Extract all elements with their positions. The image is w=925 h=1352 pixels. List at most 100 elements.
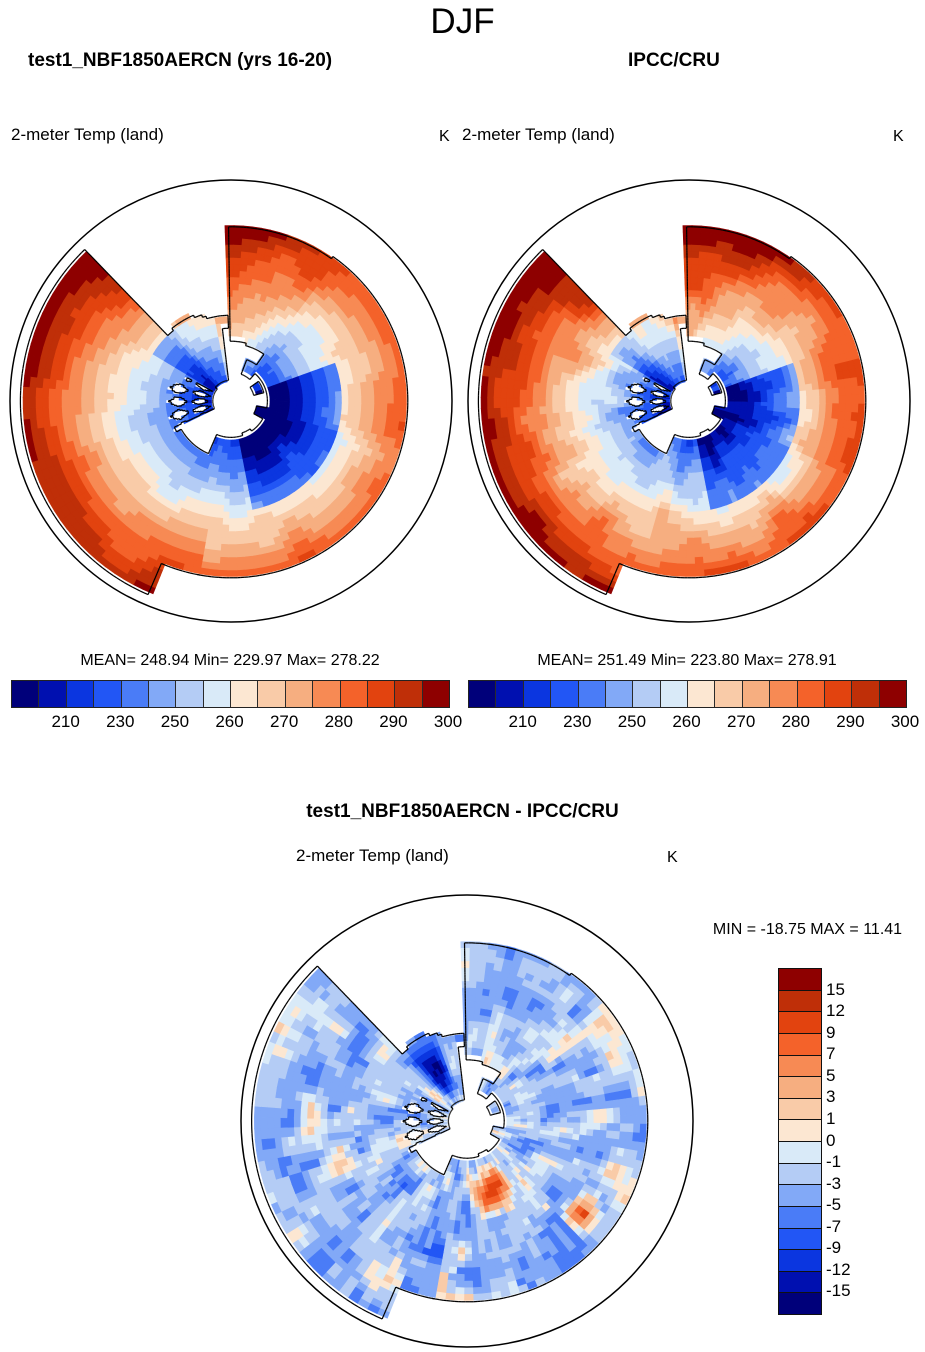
map-grid-cell <box>87 390 96 399</box>
map-grid-cell <box>678 536 687 545</box>
map-grid-cell <box>327 402 336 409</box>
map-grid-cell <box>241 245 251 253</box>
map-grid-cell <box>571 398 579 406</box>
map-grid-cell <box>692 510 700 519</box>
map-grid-cell <box>213 436 219 445</box>
map-grid-cell <box>487 386 495 398</box>
map-grid-cell <box>683 264 692 272</box>
map-grid-cell <box>234 504 241 512</box>
map-grid-cell <box>584 393 593 400</box>
map-grid-cell <box>686 517 694 525</box>
map-grid-cell <box>681 491 688 499</box>
map-grid-cell <box>42 397 50 408</box>
map-grid-cell <box>88 412 97 422</box>
map-grid-cell <box>500 387 508 399</box>
map-grid-cell <box>685 556 695 564</box>
map-grid-cell <box>227 569 238 577</box>
map-grid-cell <box>753 398 761 403</box>
coastlines <box>19 226 409 596</box>
map-grid-cell <box>48 387 57 399</box>
map-grid-cell <box>232 458 237 467</box>
map-grid-cell <box>242 529 251 538</box>
map-grid-cell <box>214 529 223 538</box>
map-grid-cell <box>233 251 242 259</box>
map-grid-cell <box>817 409 826 418</box>
map-grid-cell <box>526 389 534 399</box>
polar-map-observation <box>466 163 912 639</box>
map-grid-cell <box>690 264 699 272</box>
map-grid-cell <box>126 404 135 411</box>
map-grid-cell <box>346 408 355 417</box>
map-grid-cell <box>229 465 234 473</box>
map-grid-cell <box>772 388 780 394</box>
map-grid-cell <box>308 393 316 399</box>
map-grid-cell <box>533 413 542 424</box>
map-grid-cell <box>669 549 679 557</box>
map-grid-cell <box>35 397 43 409</box>
map-grid-cell <box>686 543 695 551</box>
map-grid-cell <box>670 542 680 551</box>
units-label-left: K <box>439 128 450 145</box>
map-grid-cell <box>55 397 63 408</box>
map-grid-cell <box>545 398 553 407</box>
map-grid-cell <box>22 386 31 398</box>
map-grid-cell <box>74 397 82 407</box>
map-grid-cell <box>241 522 250 531</box>
map-grid-cell <box>334 396 342 404</box>
map-grid-cell <box>62 380 71 390</box>
map-grid-cell <box>578 404 586 411</box>
map-grid-cell <box>373 403 381 412</box>
map-grid-cell <box>804 383 813 392</box>
map-grid-cell <box>786 397 794 404</box>
map-grid-cell <box>235 530 244 538</box>
map-grid-cell <box>747 398 755 403</box>
map-grid-cell <box>233 257 242 266</box>
map-grid-cell <box>238 484 244 492</box>
map-grid-cell <box>234 510 242 519</box>
map-grid-cell <box>209 568 220 577</box>
map-grid-cell <box>48 406 57 418</box>
map-grid-cell <box>604 403 612 409</box>
map-grid-cell <box>366 388 375 397</box>
map-grid-cell <box>811 409 820 418</box>
map-grid-cell <box>120 398 128 406</box>
map-grid-cell <box>219 549 229 558</box>
map-grid-cell <box>507 378 516 390</box>
map-grid-cell <box>836 378 845 389</box>
map-grid-cell <box>792 402 800 410</box>
map-grid-cell <box>365 380 374 390</box>
panel-title-model: test1_NBF1850AERCN (yrs 16-20) <box>28 50 333 71</box>
map-grid-cell <box>74 405 83 415</box>
map-grid-cell <box>678 543 687 551</box>
map-grid-cell <box>591 403 599 410</box>
map-grid-cell <box>698 258 707 266</box>
map-grid-cell <box>212 496 220 505</box>
map-grid-cell <box>239 270 248 279</box>
map-grid-cell <box>29 386 37 398</box>
map-grid-cell <box>799 396 807 404</box>
map-grid-cell <box>584 398 592 405</box>
map-grid-cell <box>699 245 709 253</box>
map-grid-cell <box>359 381 368 390</box>
map-grid-cell <box>35 387 44 399</box>
map-grid-cell <box>218 464 224 473</box>
map-grid-cell <box>753 394 761 400</box>
map-grid-cell <box>804 408 813 417</box>
map-grid-cell <box>837 387 846 397</box>
map-grid-cell <box>133 408 142 415</box>
map-grid-cell <box>697 503 705 512</box>
map-grid-cell <box>379 403 388 413</box>
panel-title-observation: IPCC/CRU <box>628 50 720 71</box>
map-grid-cell <box>208 522 217 531</box>
map-grid-cell <box>386 395 394 405</box>
map-grid-cell <box>772 392 781 399</box>
map-grid-cell <box>673 516 682 525</box>
map-grid-cell <box>220 536 229 545</box>
map-grid-cell <box>328 397 336 404</box>
map-grid-cell <box>225 238 235 246</box>
map-grid-cell <box>107 392 115 400</box>
map-grid-cell <box>222 504 230 512</box>
map-grid-cell <box>385 411 394 422</box>
map-grid-cell <box>22 407 31 420</box>
map-grid-cell <box>233 244 243 253</box>
